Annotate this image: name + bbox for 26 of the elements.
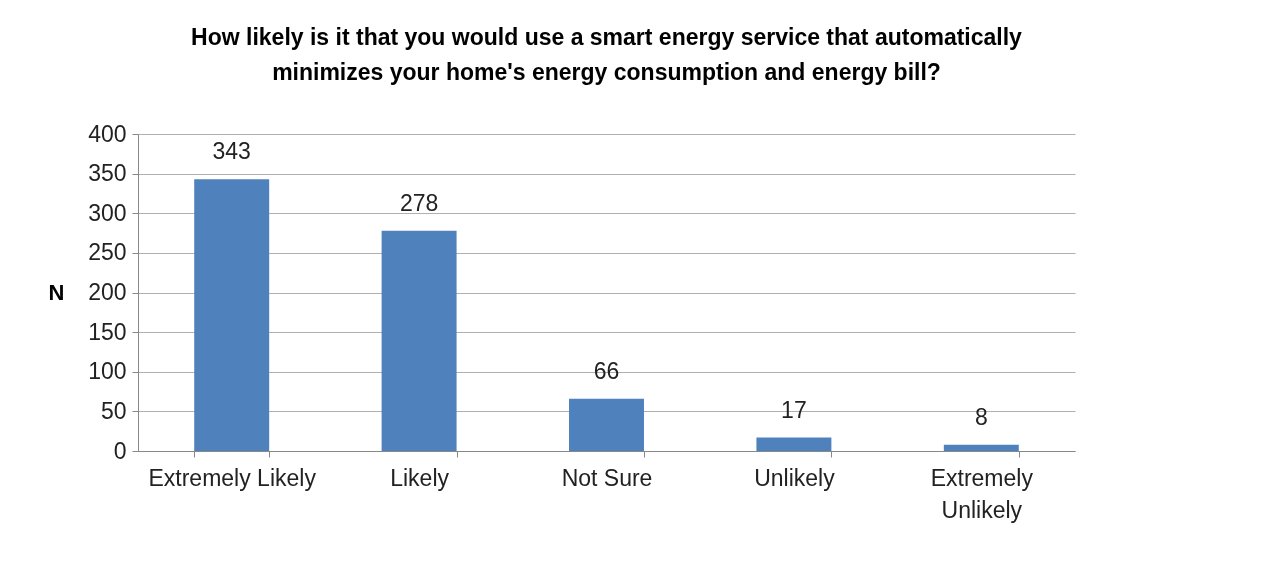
x-tick-label: Unlikely (754, 464, 836, 491)
y-tick-label: 300 (88, 199, 127, 226)
y-tick-label: 200 (88, 279, 127, 305)
bar (569, 398, 644, 451)
x-tick-label: Extremely Likely (148, 464, 317, 491)
data-label: 278 (399, 189, 439, 216)
y-tick-label: 250 (88, 239, 127, 266)
y-tick-label: 150 (88, 318, 127, 345)
data-label: 66 (593, 357, 620, 384)
data-label: 17 (781, 396, 807, 423)
y-tick-label: 100 (88, 358, 127, 385)
x-tick-label: Not Sure (561, 464, 653, 491)
bar (943, 444, 1019, 451)
bar (194, 179, 270, 451)
chart-title: How likely is it that you would use a smart energy service that automatically minimizes your home's energy consumption and energy bill? (191, 24, 1023, 85)
data-label: 343 (212, 138, 251, 165)
x-tick-label: Extremely Unlikely (930, 464, 1034, 523)
x-tick-label: Likely (390, 464, 450, 491)
y-tick-label: 0 (113, 437, 127, 464)
y-tick-label: 50 (100, 397, 127, 424)
bar (381, 230, 457, 451)
data-label: 8 (974, 403, 988, 430)
y-axis-title: N (48, 279, 65, 305)
y-tick-label: 350 (88, 160, 127, 187)
y-tick-label: 400 (88, 120, 127, 147)
bar (756, 437, 832, 451)
